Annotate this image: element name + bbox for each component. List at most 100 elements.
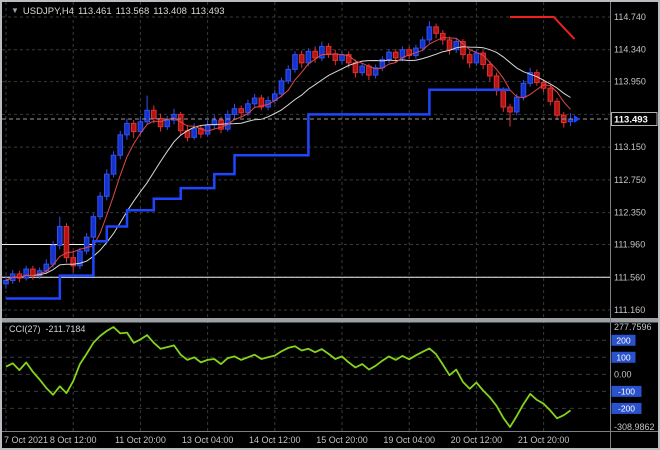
candle-body [265,99,271,108]
candle-body [527,72,533,84]
chart-title-overlay: ▼ USDJPY,H4 113.461 113.568 113.408 113.493 [11,6,225,17]
candle-body [312,50,318,59]
candle-body [97,195,103,218]
candle-body [520,82,527,98]
candle-body [298,54,305,64]
candle-body [493,75,500,92]
candle-body [3,280,9,285]
candle-body [198,127,204,135]
candle-body [292,54,298,70]
high-value: 113.568 [115,6,150,17]
cci-level-chip-label: -200 [618,403,635,413]
price-axis[interactable] [611,2,658,448]
candle-body [211,119,218,126]
symbol-timeframe-label: USDJPY,H4 [22,6,74,17]
candle-body [386,51,392,61]
candle-body [191,127,197,138]
time-axis-label: 21 Oct 20:00 [518,435,570,445]
candle-body [352,62,359,74]
candle-body [285,68,292,82]
candle-body [83,236,90,252]
candle-body [480,52,486,65]
candle-body [204,124,211,135]
candle-body [366,65,372,76]
resistance-step-line [510,16,576,40]
one-click-trading-icon[interactable]: ▼ [11,6,19,15]
candle-body [251,97,258,105]
time-axis-label: 7 Oct 2021 [4,435,48,445]
candle-body [104,173,110,197]
candle-body [446,39,453,51]
candle-body [500,90,507,108]
candle-body [433,26,439,34]
candle-body [130,122,137,133]
cci-level-chip [611,334,636,346]
candle-body [245,103,251,114]
price-axis-label: 111.960 [614,240,645,250]
price-axis-label: 111.160 [614,305,645,315]
candle-body [23,268,29,279]
candle-body [466,54,473,64]
candle-body [157,117,164,128]
cci-line [5,326,572,428]
support-step-line [6,88,510,300]
candle-body [473,52,480,64]
cci-level-chip [611,402,642,414]
time-axis-label: 11 Oct 20:00 [115,435,166,445]
ma-slow-line [5,46,571,281]
cci-level-label: 0.00 [614,369,632,379]
current-price-badge [611,112,658,126]
candle-body [151,109,157,119]
candle-body [305,50,312,64]
candle-body [43,263,50,272]
time-axis-label: 15 Oct 20:00 [316,435,368,445]
open-value: 113.461 [77,6,112,17]
cci-level-chip-label: -100 [618,386,635,396]
time-axis-label: 13 Oct 04:00 [182,435,234,445]
price-axis-label: 112.750 [614,175,646,185]
cci-axis-max-label: 277.7596 [614,322,652,332]
candle-body [345,54,352,64]
price-axis-label: 114.740 [614,12,646,22]
close-value: 113.493 [190,6,225,17]
candle-body [63,226,70,259]
price-axis-label: 111.560 [614,272,645,282]
cci-axis-min-label: -308.9862 [614,422,655,432]
time-axis[interactable] [2,432,658,448]
candle-body [419,39,426,49]
candle-body [16,273,23,279]
cci-level-chip-label: 100 [616,352,630,362]
ma-fast-line [5,37,571,281]
candle-body [50,244,56,265]
time-axis-label: 14 Oct 12:00 [249,435,301,445]
candle-body [332,53,339,61]
candle-body [359,65,365,74]
low-value: 113.408 [153,6,187,17]
cci-level-chip [611,385,642,397]
candle-body [224,113,231,130]
candle-body [392,51,399,59]
indicator-label: CCI(27) -211.7184 [9,324,85,334]
candle-body [554,100,560,116]
candle-body [453,41,460,51]
candle-body [144,109,150,123]
indicator-name: CCI(27) [9,324,41,334]
candle-body [460,41,466,56]
time-axis-label: 8 Oct 12:00 [50,435,97,445]
candle-body [278,80,285,95]
cci-level-chip-label: 200 [616,335,630,345]
candle-body [319,45,325,59]
candle-body [90,216,97,238]
indicator-panel-plot[interactable] [2,323,610,431]
time-axis-label: 20 Oct 12:00 [451,435,503,445]
candle-body [164,119,171,128]
price-axis-label: 114.340 [614,45,646,55]
price-axis-label: 112.350 [614,208,646,218]
candle-body [171,113,177,121]
panel-splitter[interactable] [2,318,658,323]
candle-body [77,250,83,267]
time-axis-label: 19 Oct 04:00 [383,435,435,445]
